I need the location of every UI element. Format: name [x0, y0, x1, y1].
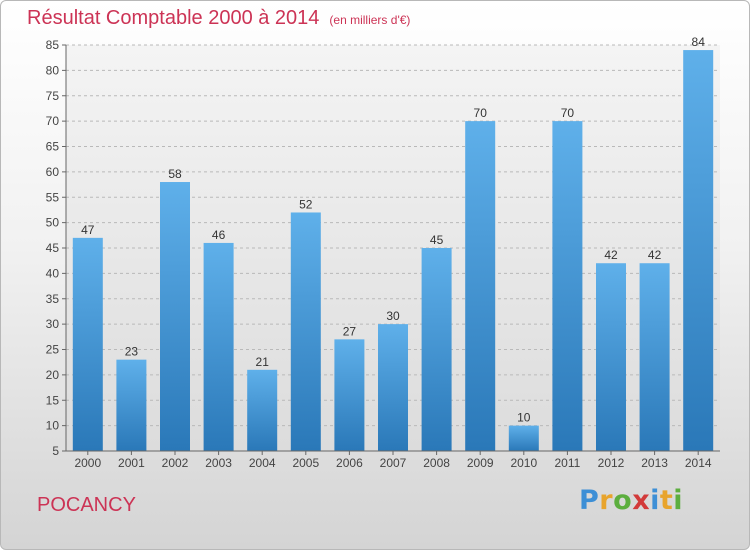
chart-title-text: Résultat Comptable 2000 à 2014: [27, 7, 320, 29]
x-tick-label: 2014: [685, 456, 712, 470]
x-tick-label: 2010: [510, 456, 537, 470]
bar-2012: [596, 263, 626, 451]
y-tick-label: 10: [46, 419, 60, 433]
y-tick-label: 35: [46, 292, 60, 306]
y-tick-label: 80: [46, 63, 60, 77]
bar-2013: [639, 263, 670, 451]
y-tick-label: 55: [46, 190, 60, 204]
bar-2008: [421, 248, 452, 451]
bar-2010: [508, 425, 539, 451]
y-tick-label: 40: [46, 266, 60, 280]
value-label: 52: [299, 197, 313, 211]
bar-2001: [116, 359, 147, 451]
y-tick-label: 70: [46, 114, 60, 128]
bar-2005: [290, 212, 321, 451]
proxiti-logo: Proxiti: [579, 485, 683, 516]
logo-letter: o: [613, 485, 633, 516]
chart-title: Résultat Comptable 2000 à 2014 (en millie…: [27, 7, 410, 30]
y-tick-label: 30: [46, 317, 60, 331]
logo-letter: i: [650, 485, 660, 516]
value-label: 42: [604, 248, 618, 262]
y-tick-label: 25: [46, 343, 60, 357]
value-label: 58: [168, 167, 182, 181]
logo-letter: t: [659, 485, 674, 516]
y-tick-label: 20: [46, 368, 60, 382]
bar-2004: [247, 369, 278, 451]
value-label: 70: [474, 106, 488, 120]
x-tick-label: 2011: [554, 456, 580, 470]
y-tick-label: 65: [46, 140, 60, 154]
x-tick-label: 2001: [118, 456, 145, 470]
x-tick-label: 2000: [74, 456, 101, 470]
value-label: 84: [692, 35, 706, 49]
value-label: 10: [517, 411, 531, 425]
y-axis: 5 10 15 20 25 30 35 40 45 50 55 60 65 70 75 80 85: [46, 38, 67, 458]
value-label: 21: [256, 355, 270, 369]
x-tick-label: 2006: [336, 456, 363, 470]
x-tick-label: 2013: [641, 456, 668, 470]
y-tick-label: 5: [52, 444, 59, 458]
x-tick-label: 2008: [423, 456, 450, 470]
value-label: 46: [212, 228, 226, 242]
value-label: 30: [386, 309, 400, 323]
bar-2011: [552, 121, 583, 451]
x-axis: 2000 2001 2002 2003 2004 2005 2006 2007 2008 2009…: [66, 450, 720, 470]
logo-letter: x: [632, 485, 651, 516]
y-tick-label: 50: [46, 216, 60, 230]
bar-2000: [72, 237, 103, 451]
value-label: 42: [648, 248, 662, 262]
y-tick-label: 75: [46, 89, 60, 103]
x-tick-label: 2004: [249, 456, 276, 470]
x-tick-label: 2012: [598, 456, 625, 470]
x-tick-label: 2003: [205, 456, 232, 470]
chart-unit: (en milliers d'€): [329, 13, 411, 27]
value-label: 23: [125, 345, 139, 359]
x-tick-label: 2002: [162, 456, 189, 470]
logo-letter: r: [599, 485, 614, 516]
y-tick-label: 60: [46, 165, 60, 179]
bar-2014: [683, 50, 714, 451]
y-tick-label: 15: [46, 393, 60, 407]
bar-2003: [203, 242, 234, 451]
value-label: 70: [561, 106, 575, 120]
value-label: 45: [430, 233, 444, 247]
bars: 47 23 58 46 21 52 27 30 45 70 10 70 42 42 84: [72, 35, 714, 451]
bar-2006: [334, 339, 365, 451]
x-tick-label: 2005: [292, 456, 319, 470]
bar-2007: [378, 324, 408, 451]
value-label: 47: [81, 223, 95, 237]
y-tick-label: 85: [46, 38, 60, 52]
logo-letter: i: [673, 485, 684, 516]
bar-2009: [465, 121, 496, 451]
x-tick-label: 2009: [467, 456, 494, 470]
bar-2002: [160, 182, 190, 451]
x-tick-label: 2007: [380, 456, 407, 470]
logo-letter: P: [579, 485, 600, 516]
value-label: 27: [343, 324, 357, 338]
y-tick-label: 45: [46, 241, 60, 255]
place-name: POCANCY: [37, 494, 136, 516]
